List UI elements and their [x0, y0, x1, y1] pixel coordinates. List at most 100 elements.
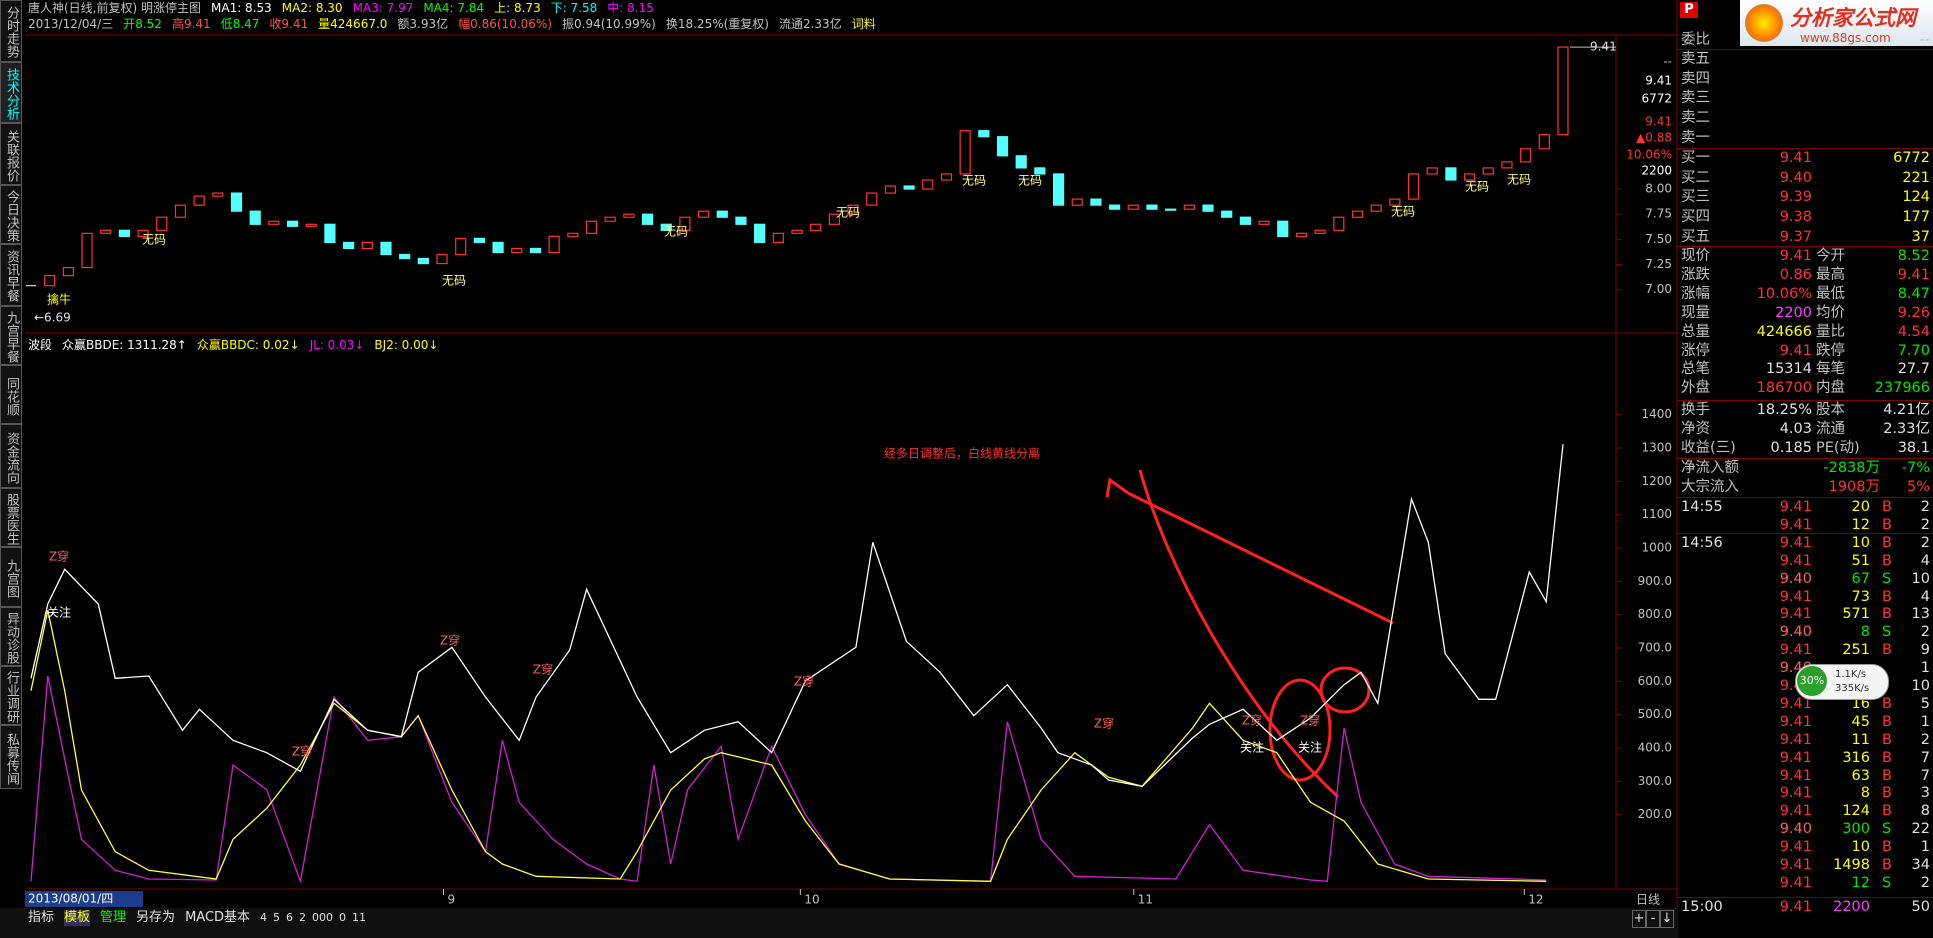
- candle: [660, 223, 672, 231]
- sidebar-tab[interactable]: 私募传闻: [0, 725, 22, 790]
- tick-volume: 316: [1842, 749, 1870, 766]
- candle: [1071, 198, 1083, 206]
- sidebar-tab[interactable]: 分时走势: [0, 0, 22, 62]
- net-load: 30%: [1797, 666, 1827, 696]
- buy-price: 9.37: [1779, 228, 1812, 245]
- candle: [1482, 167, 1494, 175]
- tick-count: 10: [1911, 570, 1930, 587]
- bottom-tab[interactable]: MACD基本: [185, 910, 251, 925]
- sidebar-tab[interactable]: 技术分析: [0, 61, 22, 124]
- annotation-curve: [1138, 469, 1340, 799]
- axis-info-label: 9.41: [1645, 74, 1672, 88]
- bottom-tab[interactable]: 2: [299, 911, 307, 924]
- quote-value: 8.52: [1897, 248, 1930, 264]
- chart-annotation: 经多日调整后，白线黄线分离: [884, 446, 1040, 461]
- panel-badge: P: [1680, 2, 1698, 18]
- tick-side: B: [1882, 803, 1892, 820]
- quote-label: 跌停: [1816, 342, 1845, 359]
- candle: [1165, 208, 1177, 211]
- sidebar-tab[interactable]: 九宫图: [0, 547, 22, 607]
- y-tick-label: 500.0: [1638, 707, 1672, 721]
- tick-count: 4: [1920, 552, 1930, 569]
- tick-count: 2: [1920, 516, 1930, 533]
- bottom-tab[interactable]: 模板: [64, 910, 91, 926]
- tick-volume: 251: [1842, 642, 1870, 659]
- x-tick-label: 12: [1528, 893, 1543, 907]
- bottom-button[interactable]: +: [1632, 910, 1646, 928]
- bottom-tab[interactable]: 0: [339, 911, 347, 924]
- sidebar-tab[interactable]: 资讯早餐: [0, 244, 22, 306]
- bottom-tab[interactable]: 指标: [28, 910, 55, 925]
- y-tick-label: 7.50: [1645, 232, 1672, 246]
- signal-label: 无码: [442, 274, 466, 288]
- y-tick-label: 900.0: [1638, 574, 1672, 588]
- sidebar-tab[interactable]: 九宫早餐: [0, 305, 22, 365]
- candle: [828, 213, 840, 225]
- header-field: 开8.52: [123, 17, 162, 31]
- watch-label: 关注: [1240, 740, 1264, 755]
- tick-count: 2: [1920, 731, 1930, 748]
- tick-count: 7: [1920, 749, 1930, 766]
- tick-count: 13: [1911, 606, 1930, 623]
- indicator-field: 众赢BBDC: 0.02↓: [196, 338, 300, 352]
- candle: [81, 232, 93, 269]
- x-tick-label: 11: [1138, 893, 1153, 907]
- logo-title: 分析家公式网: [1790, 6, 1916, 30]
- bottom-tab[interactable]: 管理: [100, 910, 127, 925]
- sidebar-tab[interactable]: 行业调研: [0, 665, 22, 725]
- axis-info-label: 10.06%: [1626, 148, 1672, 162]
- header-field: 额3.93亿: [397, 17, 449, 31]
- tick-side: B: [1882, 839, 1892, 856]
- header-field: 振0.94(10.99%): [562, 17, 656, 31]
- candle: [791, 229, 803, 234]
- tick-price: 9.40: [1779, 624, 1812, 641]
- buy-volume: 6772: [1893, 150, 1930, 166]
- candle: [1333, 216, 1345, 231]
- quote-value: 4.03: [1779, 420, 1812, 437]
- sidebar-tab[interactable]: 关联报价: [0, 123, 22, 185]
- bottom-tab[interactable]: 000: [312, 911, 334, 924]
- header-field: 中: 8.15: [607, 1, 654, 15]
- y-tick-label: 7.75: [1645, 207, 1672, 221]
- tick-price: 9.41: [1779, 749, 1812, 766]
- quote-label: 涨幅: [1681, 285, 1710, 302]
- signal-label: 无码: [1018, 174, 1042, 188]
- quote-label: 涨跌: [1681, 266, 1710, 283]
- hand-annotation: [1105, 469, 1394, 799]
- cross-label: Z穿: [1300, 713, 1320, 728]
- tick-volume: 73: [1851, 588, 1870, 605]
- tick-side: S: [1882, 821, 1892, 838]
- bottom-tab[interactable]: 6: [286, 911, 294, 924]
- tick-price: 9.41: [1779, 534, 1812, 551]
- indicator-field: 众赢BBDE: 1311.28↑: [62, 338, 187, 352]
- quote-label: 今开: [1816, 248, 1845, 264]
- sidebar-tab[interactable]: 资金流向: [0, 424, 22, 489]
- tick-volume: 8: [1860, 785, 1870, 802]
- y-tick-label: 7.00: [1645, 282, 1672, 296]
- tick-price: 9.40: [1779, 570, 1812, 587]
- flow-label: 净流入额: [1681, 460, 1739, 476]
- bottom-tab[interactable]: 11: [352, 911, 367, 924]
- bottom-tab[interactable]: 另存为: [136, 910, 176, 925]
- tick-time: 14:56: [1681, 534, 1723, 551]
- sidebar-tab[interactable]: 同花顺: [0, 364, 22, 425]
- buy-price: 9.38: [1779, 209, 1812, 226]
- sell-label: 卖二: [1681, 110, 1710, 127]
- cross-label: Z穿: [794, 674, 814, 689]
- tick-price: 9.41: [1779, 857, 1812, 873]
- buy-label: 买一: [1681, 150, 1710, 166]
- sidebar-tab[interactable]: 异动诊股: [0, 606, 22, 666]
- bottom-tab[interactable]: 5: [273, 911, 281, 924]
- sidebar-tab[interactable]: 今日决策: [0, 184, 22, 245]
- bottom-button[interactable]: ↓: [1660, 910, 1674, 928]
- signal-label: 无码: [962, 174, 986, 188]
- sidebar-tab[interactable]: 股票医生: [0, 488, 22, 548]
- candle: [922, 179, 934, 190]
- quote-value: 9.41: [1897, 266, 1930, 283]
- candle: [679, 216, 691, 231]
- candle: [1239, 216, 1251, 225]
- header-field: 换18.25%(重复权): [665, 17, 769, 31]
- y-tick-label: 1000: [1641, 541, 1672, 555]
- bottom-tab[interactable]: 4: [260, 911, 268, 924]
- bottom-button[interactable]: -: [1646, 910, 1660, 928]
